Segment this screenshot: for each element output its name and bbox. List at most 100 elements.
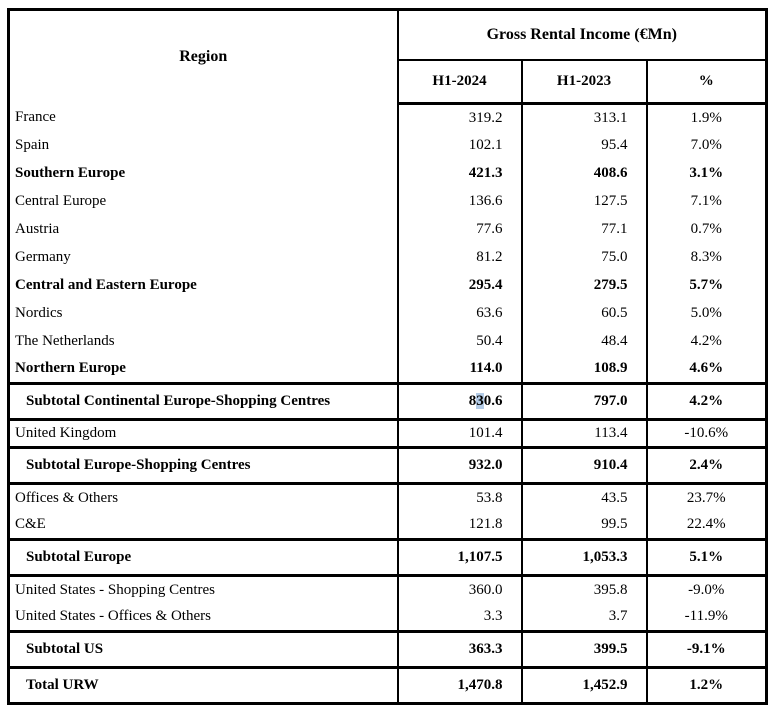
region-cell: Southern Europe bbox=[7, 159, 399, 188]
h1-2024-cell: 932.0 bbox=[396, 446, 523, 485]
pct-cell: 5.7% bbox=[645, 271, 768, 300]
table-row: Germany 81.2 75.0 8.3% bbox=[7, 243, 768, 272]
region-cell: France bbox=[7, 103, 399, 132]
table-body: France 319.2 313.1 1.9% Spain 102.1 95.4 7.0% So… bbox=[7, 103, 768, 705]
h1-2024-cell: 121.8 bbox=[396, 511, 523, 540]
pct-cell: 3.1% bbox=[645, 159, 768, 188]
h1-2023-cell: 399.5 bbox=[520, 630, 648, 669]
h1-2023-cell: 910.4 bbox=[520, 446, 648, 485]
table-row: Subtotal Europe 1,107.5 1,053.3 5.1% bbox=[7, 538, 768, 577]
selection-highlight: 3 bbox=[476, 393, 484, 409]
h1-2023-cell: 408.6 bbox=[520, 159, 648, 188]
header-row-top: Region Gross Rental Income (€Mn) bbox=[7, 9, 768, 104]
region-cell: Subtotal Europe-Shopping Centres bbox=[7, 446, 399, 485]
table-row: Subtotal Europe-Shopping Centres 932.0 910… bbox=[7, 446, 768, 485]
h1-2024-cell: 319.2 bbox=[396, 103, 523, 132]
pct-cell: -9.0% bbox=[645, 575, 768, 604]
pct-cell: 4.2% bbox=[645, 327, 768, 356]
region-cell: Spain bbox=[7, 131, 399, 160]
pct-cell: 5.1% bbox=[645, 538, 768, 577]
gross-rental-income-table: Region Gross Rental Income (€Mn) H1-2024… bbox=[7, 8, 769, 705]
table-row: C&E 121.8 99.5 22.4% bbox=[7, 511, 768, 540]
region-cell: C&E bbox=[7, 511, 399, 540]
region-cell: United Kingdom bbox=[7, 419, 399, 448]
region-cell: Nordics bbox=[7, 299, 399, 328]
region-cell: Northern Europe bbox=[7, 355, 399, 384]
h1-2023-cell: 395.8 bbox=[520, 575, 648, 604]
pct-cell: 4.2% bbox=[645, 382, 768, 421]
pct-cell: 2.4% bbox=[645, 446, 768, 485]
table-row: Offices & Others 53.8 43.5 23.7% bbox=[7, 483, 768, 512]
table-row: Spain 102.1 95.4 7.0% bbox=[7, 131, 768, 160]
region-cell: United States - Offices & Others bbox=[7, 603, 399, 632]
group-column-header: Gross Rental Income (€Mn) bbox=[396, 9, 768, 61]
h1-2024-cell: 81.2 bbox=[396, 243, 523, 272]
region-cell: The Netherlands bbox=[7, 327, 399, 356]
table-row: Austria 77.6 77.1 0.7% bbox=[7, 215, 768, 244]
h1-2023-cell: 77.1 bbox=[520, 215, 648, 244]
h1-2024-cell: 360.0 bbox=[396, 575, 523, 604]
pct-cell: 5.0% bbox=[645, 299, 768, 328]
pct-cell: 8.3% bbox=[645, 243, 768, 272]
pct-cell: 1.2% bbox=[645, 666, 768, 705]
h1-2024-cell: 102.1 bbox=[396, 131, 523, 160]
table-row: Total URW 1,470.8 1,452.9 1.2% bbox=[7, 666, 768, 705]
h1-2024-cell: 63.6 bbox=[396, 299, 523, 328]
table-row: France 319.2 313.1 1.9% bbox=[7, 103, 768, 132]
table-row: United Kingdom 101.4 113.4 -10.6% bbox=[7, 419, 768, 448]
table-row: United States - Offices & Others 3.3 3.7 -1… bbox=[7, 603, 768, 632]
region-cell: Austria bbox=[7, 215, 399, 244]
pct-cell: 1.9% bbox=[645, 103, 768, 132]
h1-2024-cell: 1,107.5 bbox=[396, 538, 523, 577]
pct-cell: -9.1% bbox=[645, 630, 768, 669]
region-cell: Subtotal Europe bbox=[7, 538, 399, 577]
h1-2023-cell: 313.1 bbox=[520, 103, 648, 132]
h1-2024-cell: 114.0 bbox=[396, 355, 523, 384]
table-row: Northern Europe 114.0 108.9 4.6% bbox=[7, 355, 768, 384]
pct-cell: -10.6% bbox=[645, 419, 768, 448]
h1-2024-cell: 1,470.8 bbox=[396, 666, 523, 705]
h1-2023-cell: 75.0 bbox=[520, 243, 648, 272]
region-cell: United States - Shopping Centres bbox=[7, 575, 399, 604]
table-row: Subtotal US 363.3 399.5 -9.1% bbox=[7, 630, 768, 669]
table-row: Central Europe 136.6 127.5 7.1% bbox=[7, 187, 768, 216]
pct-cell: 22.4% bbox=[645, 511, 768, 540]
h1-2024-cell: 77.6 bbox=[396, 215, 523, 244]
h1-2024-cell: 830.6 bbox=[396, 382, 523, 421]
region-cell: Total URW bbox=[7, 666, 399, 705]
h1-2023-cell: 43.5 bbox=[520, 483, 648, 512]
region-cell: Offices & Others bbox=[7, 483, 399, 512]
h1-2023-cell: 95.4 bbox=[520, 131, 648, 160]
region-cell: Subtotal US bbox=[7, 630, 399, 669]
pct-cell: 7.0% bbox=[645, 131, 768, 160]
h1-2023-cell: 60.5 bbox=[520, 299, 648, 328]
h1-2024-cell: 50.4 bbox=[396, 327, 523, 356]
h1-2024-cell: 3.3 bbox=[396, 603, 523, 632]
pct-cell: 23.7% bbox=[645, 483, 768, 512]
h1-2023-cell: 1,053.3 bbox=[520, 538, 648, 577]
h1-2023-cell: 48.4 bbox=[520, 327, 648, 356]
h1-2023-cell: 1,452.9 bbox=[520, 666, 648, 705]
h1-2023-cell: 3.7 bbox=[520, 603, 648, 632]
pct-cell: 7.1% bbox=[645, 187, 768, 216]
table-row: The Netherlands 50.4 48.4 4.2% bbox=[7, 327, 768, 356]
region-cell: Germany bbox=[7, 243, 399, 272]
column-header-h1-2024: H1-2024 bbox=[396, 59, 523, 105]
pct-cell: 4.6% bbox=[645, 355, 768, 384]
column-header-h1-2023: H1-2023 bbox=[520, 59, 648, 105]
pct-cell: -11.9% bbox=[645, 603, 768, 632]
table-row: Central and Eastern Europe 295.4 279.5 5.7% bbox=[7, 271, 768, 300]
h1-2023-cell: 127.5 bbox=[520, 187, 648, 216]
h1-2023-cell: 797.0 bbox=[520, 382, 648, 421]
h1-2024-cell: 421.3 bbox=[396, 159, 523, 188]
h1-2023-cell: 113.4 bbox=[520, 419, 648, 448]
h1-2024-cell: 295.4 bbox=[396, 271, 523, 300]
column-header-percent: % bbox=[645, 59, 768, 105]
region-cell: Subtotal Continental Europe-Shopping Cen… bbox=[7, 382, 399, 421]
h1-2023-cell: 99.5 bbox=[520, 511, 648, 540]
region-column-header: Region bbox=[7, 9, 399, 104]
table-row: United States - Shopping Centres 360.0 395… bbox=[7, 575, 768, 604]
table-row: Southern Europe 421.3 408.6 3.1% bbox=[7, 159, 768, 188]
h1-2024-cell: 53.8 bbox=[396, 483, 523, 512]
